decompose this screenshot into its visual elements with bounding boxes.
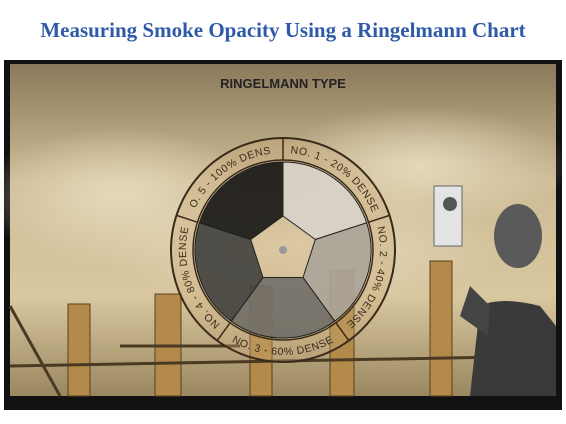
slide: Measuring Smoke Opacity Using a Ringelma…	[0, 0, 566, 424]
image-caption: RINGELMANN TYPE	[220, 76, 346, 91]
slide-title: Measuring Smoke Opacity Using a Ringelma…	[0, 18, 566, 43]
chart-center	[279, 246, 287, 254]
